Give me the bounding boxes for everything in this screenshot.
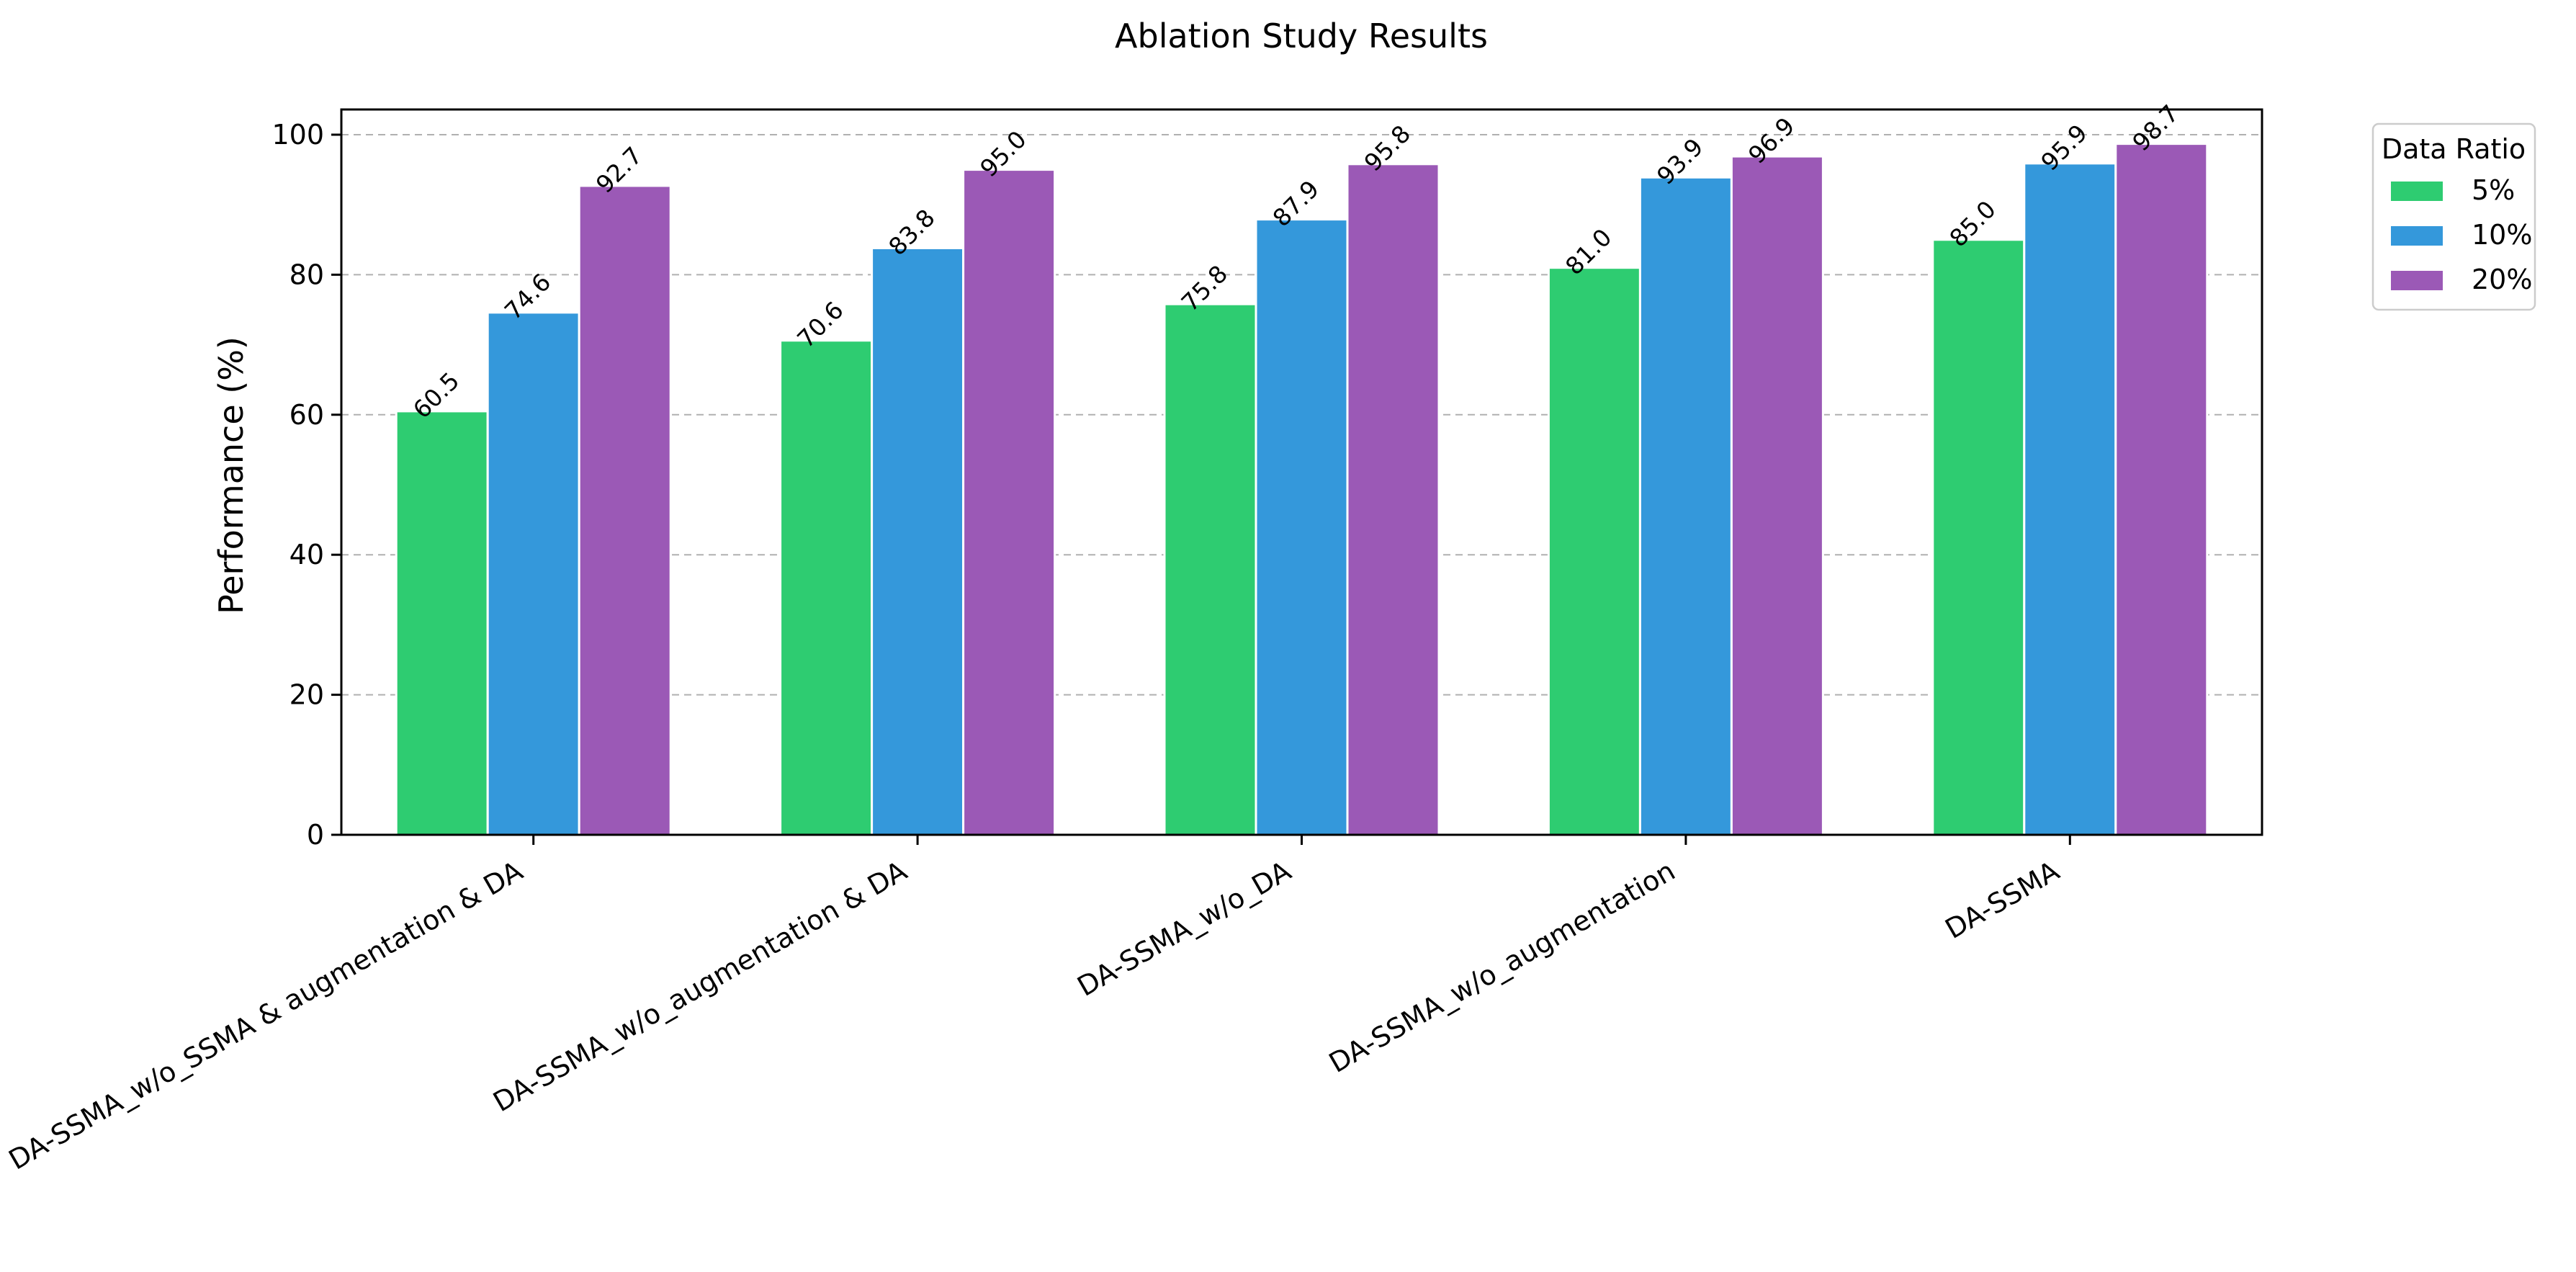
bar-4-2 [2114, 143, 2209, 836]
bar-0-2 [578, 184, 672, 836]
bar-3-0 [1547, 267, 1641, 836]
legend-title: Data Ratio [2382, 133, 2526, 165]
legend: Data Ratio 5% 10% 20% [2371, 122, 2536, 311]
y-tick-label: 0 [307, 819, 324, 851]
legend-label: 5% [2472, 174, 2515, 206]
bar-3-1 [1638, 176, 1733, 836]
legend-swatch [2391, 271, 2443, 290]
bar-2-2 [1346, 163, 1440, 836]
bar-1-1 [871, 246, 965, 836]
x-tick-label: DA-SSMA_w/o_augmentation & DA [488, 855, 912, 1119]
bar-4-1 [2023, 162, 2117, 836]
legend-swatch [2391, 182, 2443, 201]
legend-frame [2371, 122, 2536, 311]
bar-2-0 [1163, 303, 1257, 836]
bars [395, 143, 2209, 836]
y-tick-label: 40 [290, 539, 324, 570]
x-tick-label: DA-SSMA_w/o_SSMA & augmentation & DA [4, 855, 528, 1176]
x-axis-ticks: DA-SSMA_w/o_SSMA & augmentation & DADA-S… [4, 835, 2071, 1176]
bar-2-1 [1255, 218, 1349, 836]
legend-items: 5% 10% 20% [2391, 174, 2532, 295]
legend-label: 10% [2472, 219, 2532, 251]
bar-1-2 [962, 169, 1056, 836]
legend-swatch [2391, 226, 2443, 246]
chart-title: Ablation Study Results [1115, 17, 1488, 55]
x-tick-label: DA-SSMA_w/o_augmentation [1324, 855, 1680, 1079]
legend-label: 20% [2472, 264, 2532, 295]
y-tick-label: 100 [271, 119, 324, 151]
y-tick-label: 60 [290, 399, 324, 431]
y-tick-label: 80 [290, 259, 324, 290]
x-tick-label: DA-SSMA_w/o_DA [1072, 855, 1296, 1003]
bar-3-2 [1730, 155, 1824, 836]
y-axis-label: Performance (%) [212, 336, 251, 614]
y-tick-label: 20 [290, 679, 324, 711]
bar-0-1 [486, 311, 580, 836]
bar-4-0 [1931, 238, 2026, 836]
bar-1-0 [779, 339, 874, 836]
bar-0-0 [395, 410, 489, 836]
x-tick-label: DA-SSMA [1940, 855, 2065, 945]
y-axis-ticks: 0 20 40 60 80 100 [271, 119, 341, 851]
